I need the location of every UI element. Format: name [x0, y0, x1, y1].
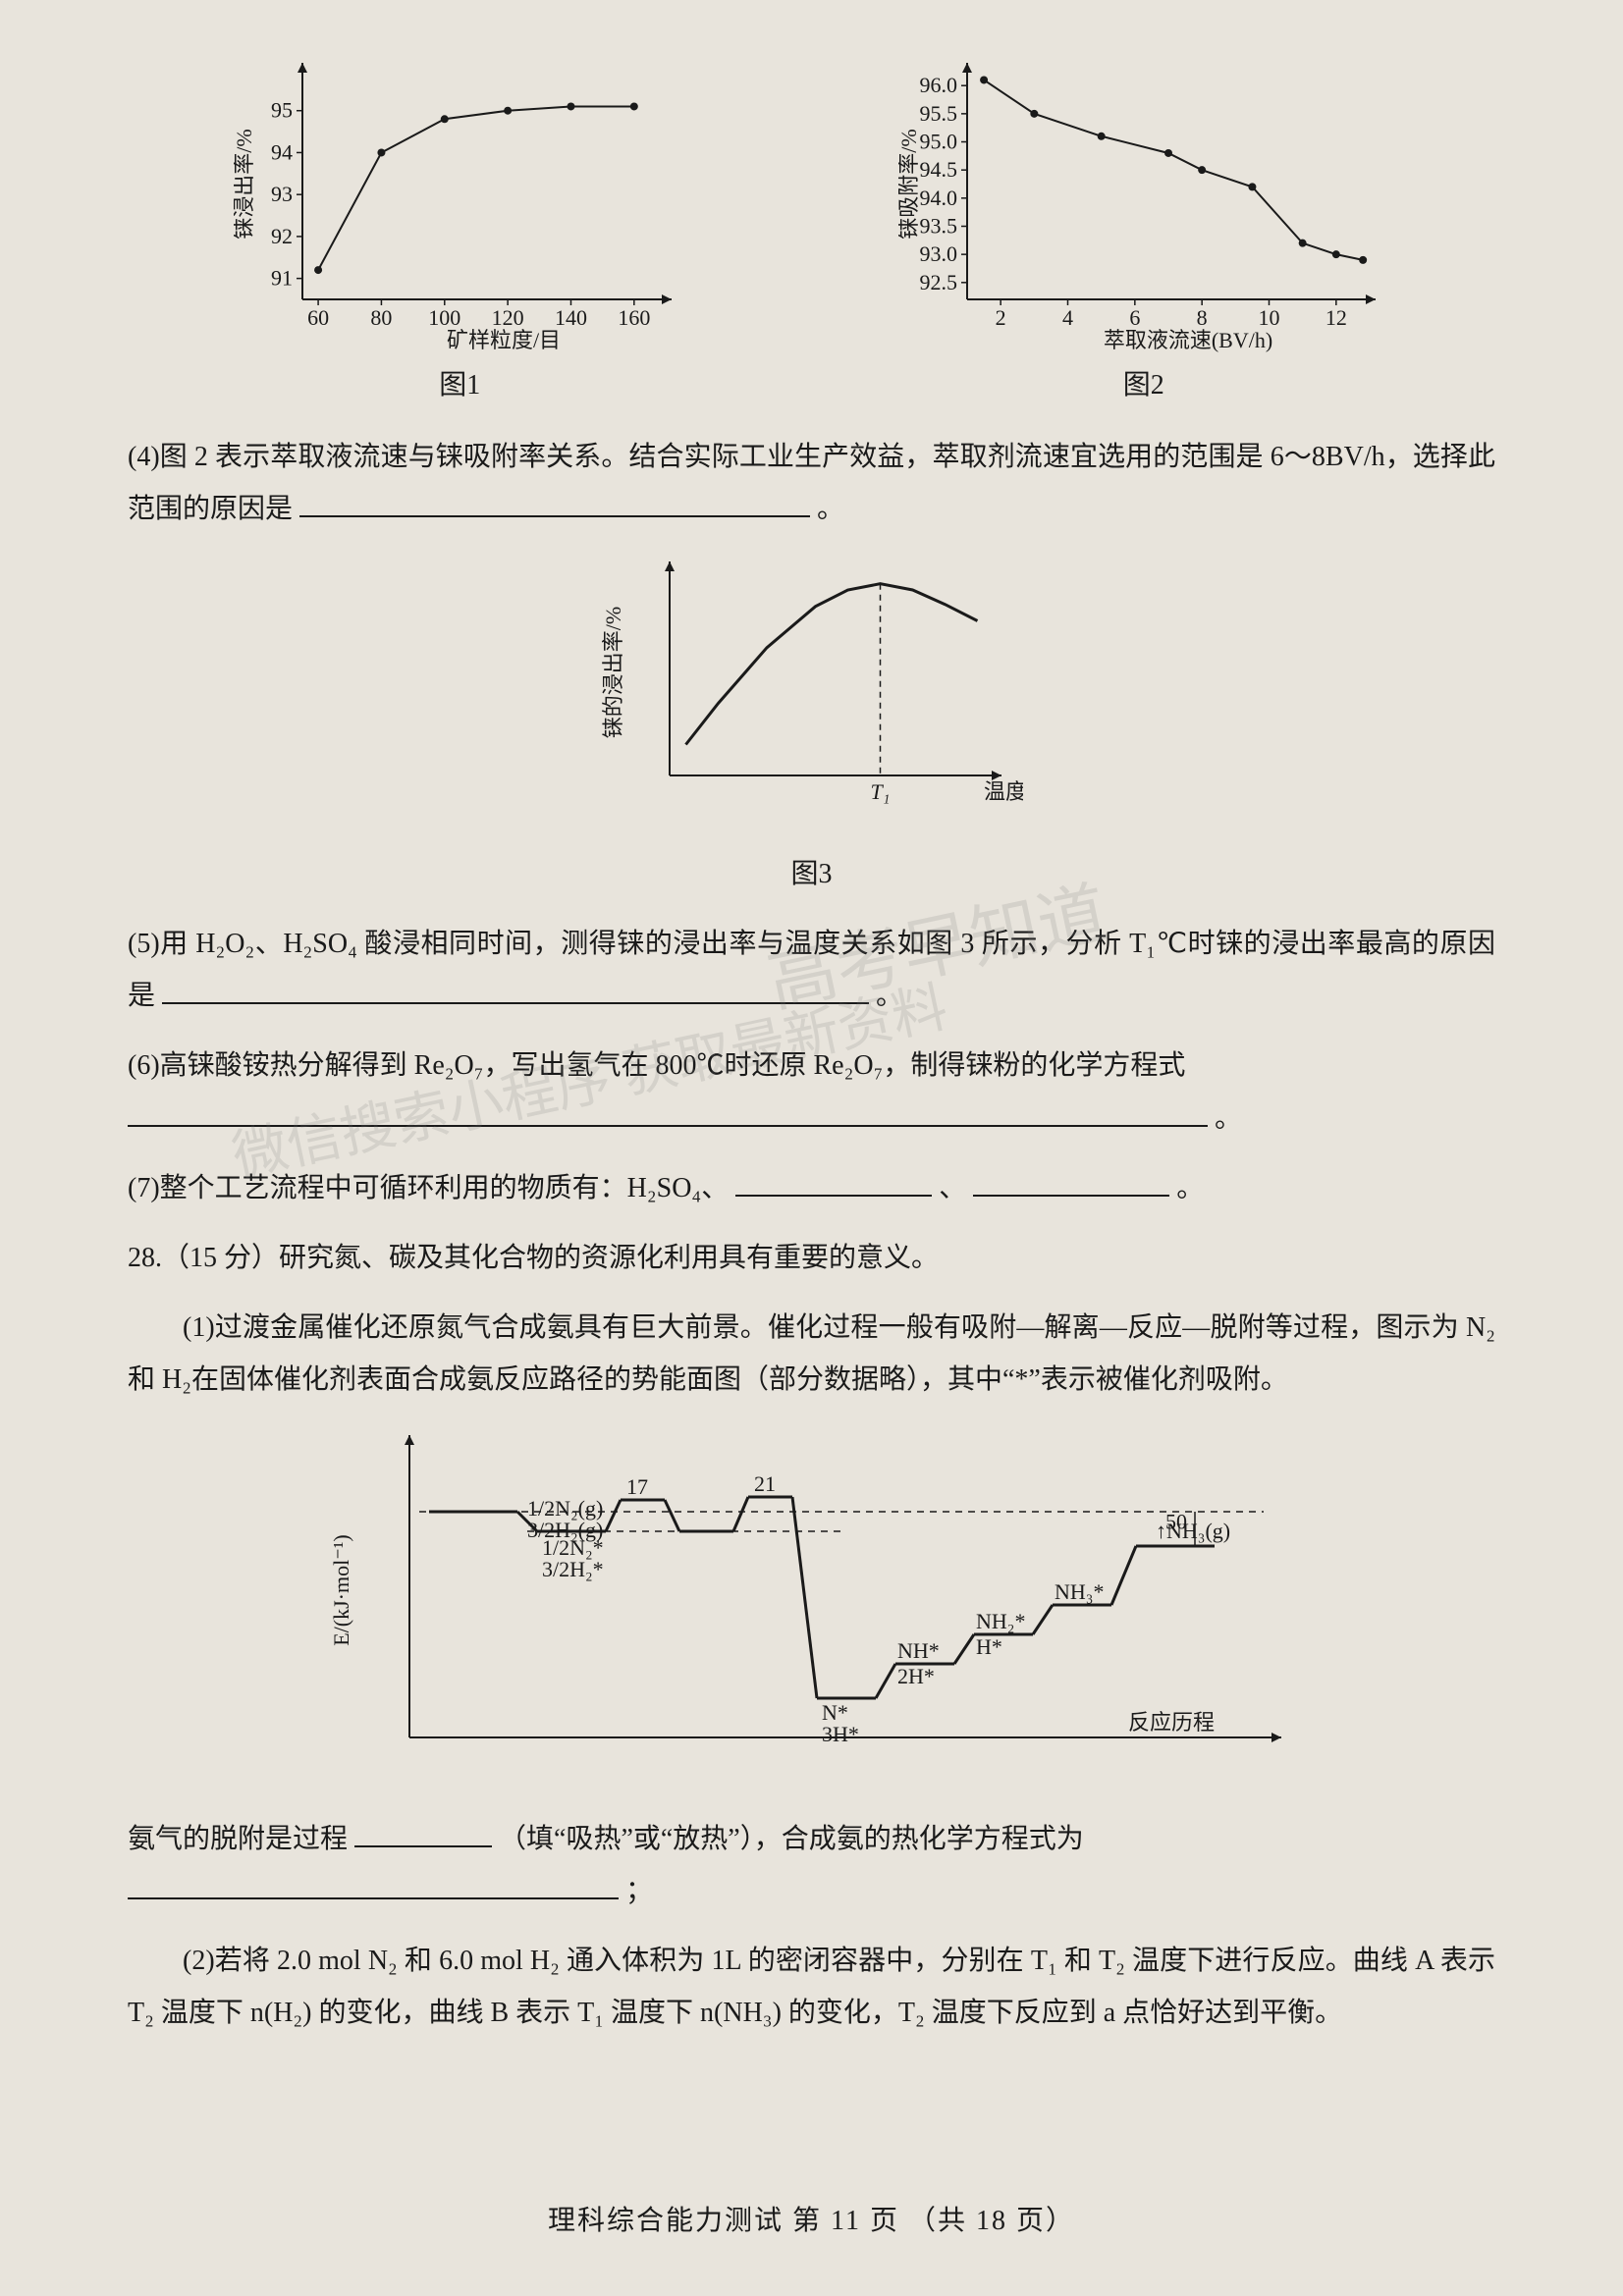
svg-text:12: 12	[1325, 305, 1347, 330]
fig1-wrap: 60 80 100 120 140 160 91 92 93 94 95 矿样粒度/目 铼浸出率/% 图…	[234, 49, 685, 411]
svg-text:120: 120	[492, 305, 524, 330]
q6-para: (6)高铼酸铵热分解得到 Re₂O₇，写出氢气在 800℃时还原 Re₂O₇，制…	[128, 1040, 1495, 1144]
svg-text:NH₃*: NH₃*	[1055, 1579, 1104, 1604]
svg-text:160: 160	[619, 305, 651, 330]
q28-blank2	[128, 1866, 619, 1899]
svg-text:铼吸附率/%: 铼吸附率/%	[898, 129, 921, 239]
q28-after-text: 氨气的脱附是过程	[128, 1824, 348, 1854]
svg-text:2H*: 2H*	[897, 1664, 935, 1688]
svg-text:2: 2	[995, 305, 1005, 330]
svg-text:50: 50	[1165, 1510, 1187, 1534]
q6-suffix: 。	[1215, 1103, 1242, 1134]
fig3-caption: 图3	[128, 848, 1495, 900]
svg-text:100: 100	[429, 305, 461, 330]
q5-para: (5)用 H₂O₂、H₂SO₄ 酸浸相同时间，测得铼的浸出率与温度关系如图 3 …	[128, 918, 1495, 1022]
svg-text:94.5: 94.5	[919, 157, 957, 182]
fig2-wrap: 2 4 6 8 10 12 92.5 93.0 93.5 94.0 94.5 95.0 95.5 96.0…	[898, 49, 1389, 411]
svg-text:93.5: 93.5	[919, 213, 957, 238]
q7-blank2	[973, 1163, 1169, 1197]
q28-head: 28.（15 分）研究氮、碳及其化合物的资源化利用具有重要的意义。	[128, 1232, 1495, 1284]
svg-text:NH₂*: NH₂*	[976, 1609, 1025, 1633]
fig1-caption: 图1	[234, 359, 685, 411]
q28-p1: (1)过渡金属催化还原氮气合成氨具有巨大前景。催化过程一般有吸附—解离—反应—脱…	[128, 1302, 1495, 1406]
svg-text:95.0: 95.0	[919, 130, 957, 154]
svg-text:6: 6	[1129, 305, 1140, 330]
svg-text:96.0: 96.0	[919, 73, 957, 97]
q28-after1: 氨气的脱附是过程 （填“吸热”或“放热”），合成氨的热化学方程式为 ；	[128, 1813, 1495, 1917]
svg-text:T₁: T₁	[870, 779, 890, 804]
svg-text:94.0: 94.0	[919, 186, 957, 210]
svg-text:92: 92	[271, 224, 293, 248]
charts-row: 60 80 100 120 140 160 91 92 93 94 95 矿样粒度/目 铼浸出率/% 图…	[128, 49, 1495, 411]
svg-text:94: 94	[271, 139, 293, 164]
svg-text:4: 4	[1062, 305, 1073, 330]
svg-text:95: 95	[271, 98, 293, 123]
svg-text:E/(kJ·mol⁻¹): E/(kJ·mol⁻¹)	[329, 1535, 353, 1647]
svg-text:21: 21	[754, 1471, 776, 1496]
svg-text:93: 93	[271, 182, 293, 206]
q7-para: (7)整个工艺流程中可循环利用的物质有：H₂SO₄、 、 。	[128, 1162, 1495, 1214]
svg-text:铼的浸出率/%: 铼的浸出率/%	[601, 606, 625, 737]
svg-text:NH*: NH*	[897, 1638, 940, 1663]
q28-blank1	[354, 1814, 492, 1847]
svg-text:矿样粒度/目: 矿样粒度/目	[447, 328, 561, 352]
q7-blank1	[735, 1163, 932, 1197]
svg-text:温度/℃: 温度/℃	[984, 779, 1023, 804]
svg-text:萃取液流速(BV/h): 萃取液流速(BV/h)	[1104, 328, 1272, 352]
svg-text:140: 140	[555, 305, 587, 330]
fig3-chart: T₁ 温度/℃ 铼的浸出率/%	[601, 550, 1023, 825]
svg-text:60: 60	[307, 305, 329, 330]
svg-text:H*: H*	[976, 1634, 1002, 1659]
svg-text:95.5: 95.5	[919, 101, 957, 126]
q28-after-text2: （填“吸热”或“放热”），合成氨的热化学方程式为	[499, 1824, 1084, 1854]
svg-text:17: 17	[626, 1474, 648, 1499]
q28-after-text3: ；	[625, 1876, 653, 1906]
svg-text:3H*: 3H*	[822, 1722, 859, 1746]
svg-text:铼浸出率/%: 铼浸出率/%	[234, 129, 256, 239]
fig4-wrap: E/(kJ·mol⁻¹)反应历程1/2N₂(g)3/2H₂(g)1/2N₂*3/…	[128, 1423, 1495, 1794]
svg-text:10: 10	[1258, 305, 1279, 330]
q6-text: (6)高铼酸铵热分解得到 Re₂O₇，写出氢气在 800℃时还原 Re₂O₇，制…	[128, 1050, 1185, 1081]
q7-suffix: 。	[1176, 1173, 1204, 1203]
fig3-wrap: T₁ 温度/℃ 铼的浸出率/% 图3	[128, 550, 1495, 900]
svg-text:91: 91	[271, 266, 293, 291]
svg-text:80: 80	[371, 305, 393, 330]
page-footer: 理科综合能力测试 第 11 页 （共 18 页）	[0, 2195, 1623, 2247]
svg-text:92.5: 92.5	[919, 270, 957, 294]
svg-text:93.0: 93.0	[919, 241, 957, 266]
q28-p2: (2)若将 2.0 mol N₂ 和 6.0 mol H₂ 通入体积为 1L 的…	[128, 1935, 1495, 2039]
fig1-chart: 60 80 100 120 140 160 91 92 93 94 95 矿样粒度/目 铼浸出率/%	[234, 49, 685, 353]
q7-mid: 、	[939, 1173, 966, 1203]
q5-suffix: 。	[876, 981, 903, 1011]
svg-text:反应历程: 反应历程	[1127, 1710, 1214, 1735]
fig2-caption: 图2	[898, 359, 1389, 411]
q4-blank	[299, 485, 810, 518]
svg-text:3/2H₂*: 3/2H₂*	[542, 1557, 604, 1581]
q7-prefix: (7)整个工艺流程中可循环利用的物质有：H₂SO₄、	[128, 1173, 729, 1203]
q5-blank	[162, 972, 869, 1005]
svg-text:8: 8	[1196, 305, 1207, 330]
fig2-chart: 2 4 6 8 10 12 92.5 93.0 93.5 94.0 94.5 95.0 95.5 96.0…	[898, 49, 1389, 353]
fig4-chart: E/(kJ·mol⁻¹)反应历程1/2N₂(g)3/2H₂(g)1/2N₂*3/…	[321, 1423, 1303, 1777]
q4-para: (4)图 2 表示萃取液流速与铼吸附率关系。结合实际工业生产效益，萃取剂流速宜选…	[128, 431, 1495, 535]
q4-suffix: 。	[817, 494, 844, 524]
q6-blank	[128, 1094, 1208, 1127]
